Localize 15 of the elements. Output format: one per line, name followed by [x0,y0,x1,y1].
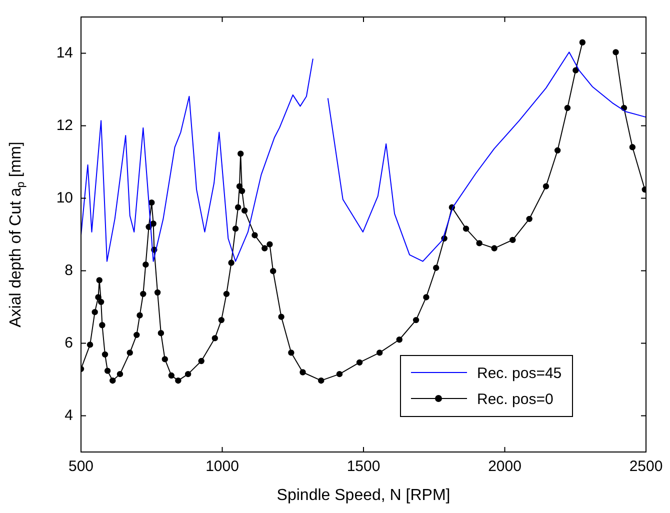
y-tick-label: 12 [56,116,73,134]
x-tick-label: 1000 [206,458,239,476]
x-tick-label: 1500 [346,458,380,476]
y-tick-label: 10 [56,189,73,206]
x-tick-label: 500 [68,458,94,476]
x-tick-label: 2000 [488,458,522,476]
y-axis-title: Axial depth of Cut ap [mm] [7,142,28,328]
y-tick-label: 6 [64,334,73,352]
x-tick-label: 2500 [629,458,663,476]
y-tick-label: 8 [64,262,73,279]
legend-label: Rec. pos=45 [477,364,562,382]
y-tick-label: 14 [56,44,73,62]
legend-label: Rec. pos=0 [477,390,554,408]
x-axis-title: Spindle Speed, N [RPM] [276,486,450,504]
y-tick-label: 4 [64,406,73,424]
